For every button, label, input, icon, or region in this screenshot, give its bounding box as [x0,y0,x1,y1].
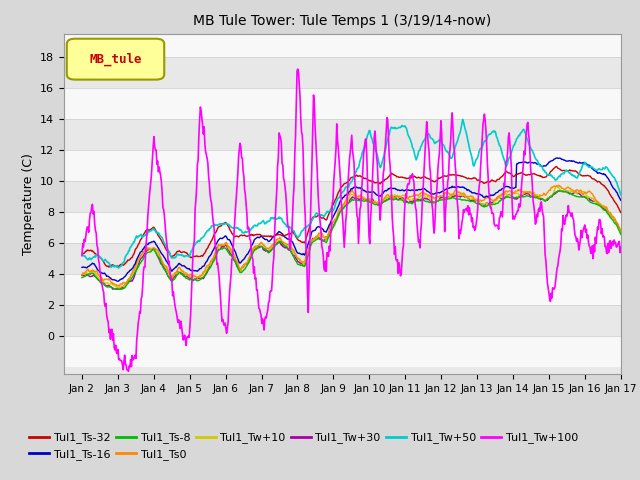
Bar [64,336,621,367]
Bar [64,181,621,212]
Legend: Tul1_Ts-32, Tul1_Ts-16, Tul1_Ts-8, Tul1_Ts0, Tul1_Tw+10, Tul1_Tw+30, Tul1_Tw+50,: Tul1_Ts-32, Tul1_Ts-16, Tul1_Ts-8, Tul1_… [25,428,582,464]
Bar [64,119,621,150]
FancyBboxPatch shape [67,39,164,80]
Title: MB Tule Tower: Tule Temps 1 (3/19/14-now): MB Tule Tower: Tule Temps 1 (3/19/14-now… [193,14,492,28]
Bar [64,367,621,397]
Bar [64,243,621,274]
Bar [64,274,621,305]
Bar [64,212,621,243]
Bar [64,26,621,57]
Bar [64,305,621,336]
Bar [64,57,621,88]
Bar [64,88,621,119]
Y-axis label: Temperature (C): Temperature (C) [22,153,35,255]
Text: MB_tule: MB_tule [90,52,142,66]
Bar [64,150,621,181]
